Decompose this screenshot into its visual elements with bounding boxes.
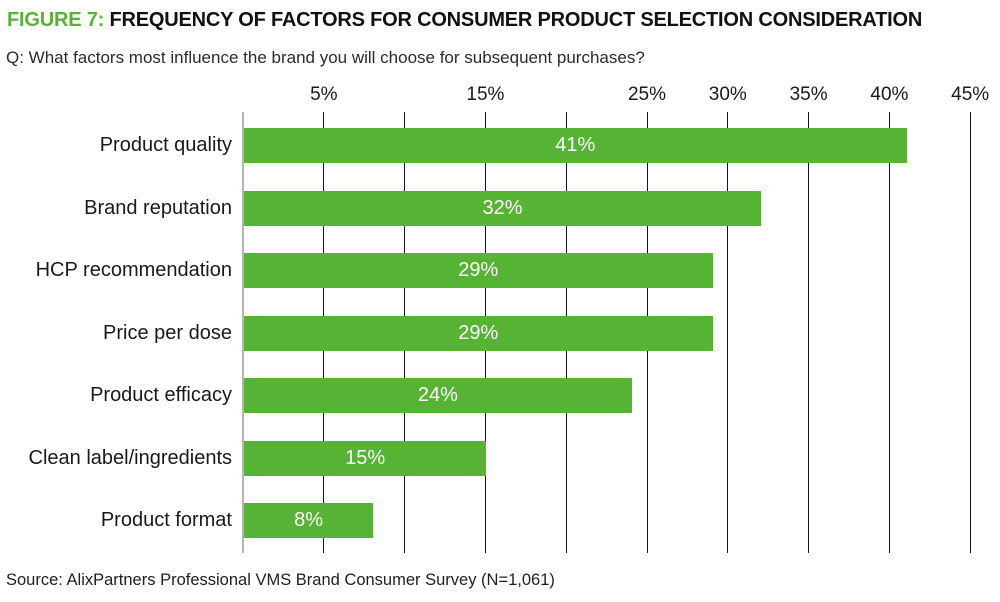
source-note: Source: AlixPartners Professional VMS Br… bbox=[6, 571, 555, 589]
bar-value-label-product-efficacy: 24% bbox=[417, 384, 458, 406]
x-tick-label-40pct: 40% bbox=[870, 84, 909, 105]
category-label-product-quality: Product quality bbox=[99, 134, 232, 156]
x-tick-label-45pct: 45% bbox=[951, 84, 990, 105]
gridline-0pct bbox=[242, 112, 244, 553]
bar-value-label-clean-label-ingredients: 15% bbox=[345, 446, 386, 469]
x-tick-label-15pct: 15% bbox=[466, 84, 505, 105]
survey-question-subtitle: Q: What factors most influence the brand… bbox=[6, 48, 645, 67]
category-label-hcp-recommendation: HCP recommendation bbox=[35, 259, 232, 281]
bar-product-efficacy: 24% bbox=[244, 378, 632, 413]
x-tick-label-5pct: 5% bbox=[310, 84, 338, 105]
gridline-30pct bbox=[727, 112, 729, 553]
category-label-product-efficacy: Product efficacy bbox=[90, 384, 232, 406]
bar-price-per-dose: 29% bbox=[244, 315, 713, 351]
bar-value-label-hcp-recommendation: 29% bbox=[458, 259, 499, 281]
gridline-40pct bbox=[888, 112, 890, 553]
bar-value-label-brand-reputation: 32% bbox=[482, 196, 523, 219]
bar-brand-reputation: 32% bbox=[244, 190, 762, 226]
gridline-45pct bbox=[969, 112, 971, 553]
bar-clean-label-ingredients: 15% bbox=[244, 440, 487, 476]
bar-value-label-product-quality: 41% bbox=[555, 134, 596, 156]
x-tick-label-35pct: 35% bbox=[789, 84, 828, 105]
category-label-brand-reputation: Brand reputation bbox=[84, 196, 232, 219]
category-label-price-per-dose: Price per dose bbox=[103, 321, 232, 344]
figure-number-label: FIGURE 7: bbox=[7, 9, 105, 31]
bar-product-quality: 41% bbox=[244, 128, 907, 163]
figure-header: FIGURE 7: FREQUENCY OF FACTORS FOR CONSU… bbox=[7, 9, 922, 32]
bar-value-label-price-per-dose: 29% bbox=[458, 321, 499, 344]
x-tick-label-30pct: 30% bbox=[708, 84, 747, 105]
bar-hcp-recommendation: 29% bbox=[244, 253, 713, 288]
x-tick-label-25pct: 25% bbox=[627, 84, 667, 105]
category-label-clean-label-ingredients: Clean label/ingredients bbox=[28, 446, 232, 469]
bar-product-format: 8% bbox=[244, 503, 374, 538]
category-label-product-format: Product format bbox=[100, 509, 232, 531]
figure-title: FREQUENCY OF FACTORS FOR CONSUMER PRODUC… bbox=[109, 9, 923, 31]
bar-value-label-product-format: 8% bbox=[294, 509, 324, 531]
gridline-35pct bbox=[808, 112, 810, 553]
